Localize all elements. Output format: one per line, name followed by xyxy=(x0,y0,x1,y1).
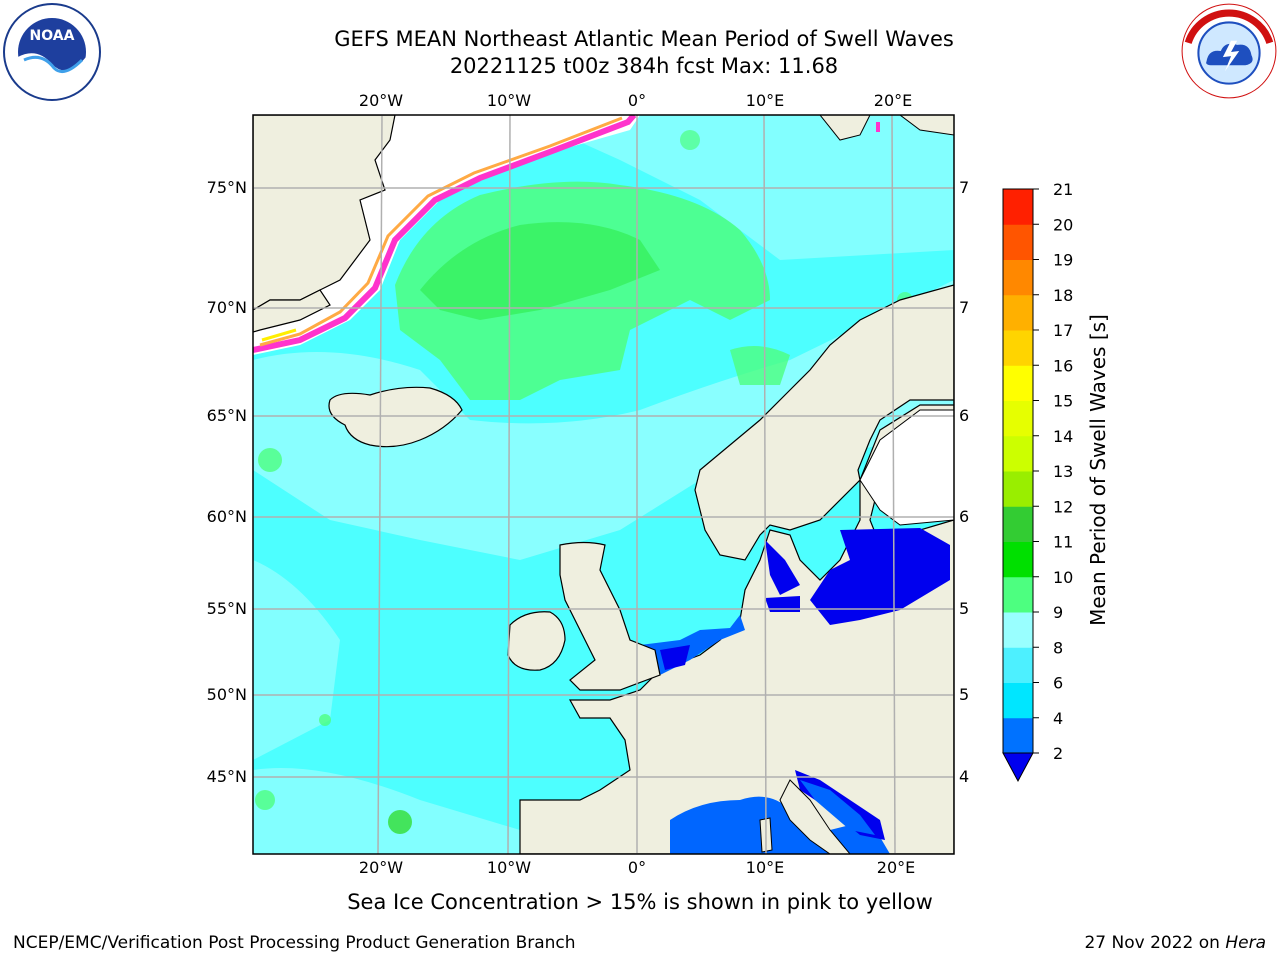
colorbar-tick-label: 11 xyxy=(1053,533,1073,552)
iceland-land xyxy=(328,386,463,448)
colorbar-tick-label: 20 xyxy=(1053,215,1073,234)
footer-host: Hera xyxy=(1225,933,1266,953)
colorbar-tick-label: 9 xyxy=(1053,603,1063,622)
colorbar-segment xyxy=(1003,612,1033,648)
footer-date-text: 27 Nov 2022 on xyxy=(1084,933,1226,953)
colorbar-segment xyxy=(1003,365,1033,401)
baltic-sea xyxy=(810,528,950,625)
lon-label-top-20w: 20°W xyxy=(359,91,403,110)
lon-label-bottom-10e: 10°E xyxy=(746,858,784,875)
graticule xyxy=(253,115,954,854)
lat-label-right-75n: 75°N xyxy=(959,178,970,197)
colorbar-tick-label: 8 xyxy=(1053,638,1063,657)
nws-logo-icon xyxy=(1180,2,1278,100)
colorbar: 2 4 6 8 9 10 11 12 13 14 15 16 17 18 19 20 21 Mean Perio… xyxy=(1002,180,1110,783)
lon-label-bottom-0: 0° xyxy=(628,858,646,875)
colorbar-tick-label: 12 xyxy=(1053,497,1073,516)
colorbar-tick-label: 4 xyxy=(1053,709,1063,728)
chart-title: GEFS MEAN Northeast Atlantic Mean Period… xyxy=(334,27,954,51)
map-frame xyxy=(252,114,955,855)
noaa-logo-icon: NOAA xyxy=(3,3,101,101)
lat-label-right-70n: 70°N xyxy=(959,298,970,317)
colorbar-segment xyxy=(1003,471,1033,507)
colorbar-tick-label: 21 xyxy=(1053,180,1073,199)
lat-label-left-70n: 70°N xyxy=(207,298,247,317)
colorbar-segment xyxy=(1003,435,1033,472)
colorbar-segment xyxy=(1003,541,1033,578)
colorbar-segment xyxy=(1003,717,1033,754)
footer-date: 27 Nov 2022 on Hera xyxy=(1084,933,1266,953)
colorbar-segment xyxy=(1003,189,1033,225)
lat-label-left-50n: 50°N xyxy=(207,685,247,704)
lat-label-right-50n: 50°N xyxy=(959,685,970,704)
colorbar-tick-label: 6 xyxy=(1053,674,1063,693)
colorbar-tick-label: 19 xyxy=(1053,251,1073,270)
lon-label-bottom-20w: 20°W xyxy=(359,858,403,875)
noaa-logo-text: NOAA xyxy=(30,28,75,44)
colorbar-under-triangle xyxy=(1002,752,1034,783)
lat-label-right-60n: 60°N xyxy=(959,507,970,526)
colorbar-label: Mean Period of Swell Waves [s] xyxy=(1086,314,1110,626)
colorbar-tick-label: 17 xyxy=(1053,321,1073,340)
lat-label-right-45n: 45°N xyxy=(959,767,970,786)
lat-label-left-60n: 60°N xyxy=(207,507,247,526)
colorbar-segment xyxy=(1003,576,1033,613)
colorbar-tick-label: 15 xyxy=(1053,392,1073,411)
colorbar-tick-label: 18 xyxy=(1053,286,1073,305)
ireland-land xyxy=(507,611,566,671)
colorbar-segment xyxy=(1003,682,1033,719)
footer-credit: NCEP/EMC/Verification Post Processing Pr… xyxy=(13,933,576,953)
colorbar-segment xyxy=(1003,506,1033,542)
colorbar-segment xyxy=(1003,294,1033,331)
lat-label-right-55n: 55°N xyxy=(959,599,970,618)
colorbar-tick-label: 2 xyxy=(1053,744,1063,763)
lat-label-left-65n: 65°N xyxy=(207,406,247,425)
colorbar-segment xyxy=(1003,224,1033,260)
lon-label-top-10w: 10°W xyxy=(487,91,531,110)
lat-label-right-65n: 65°N xyxy=(959,406,970,425)
chart-subtitle: 20221125 t00z 384h fcst Max: 11.68 xyxy=(449,54,839,78)
lon-label-top-10e: 10°E xyxy=(746,91,784,110)
colorbar-tick-label: 14 xyxy=(1053,427,1073,446)
colorbar-segment xyxy=(1003,647,1033,683)
colorbar-segment xyxy=(1003,400,1033,437)
colorbar-segments xyxy=(1002,188,1034,783)
lon-label-bottom-20e: 20°E xyxy=(877,858,915,875)
colorbar-tick-label: 16 xyxy=(1053,356,1073,375)
norway-sweden-land xyxy=(694,284,954,561)
lon-label-top-0: 0° xyxy=(628,91,646,110)
colorbar-segment xyxy=(1003,330,1033,366)
great-britain-land xyxy=(559,541,661,691)
colorbar-tick-label: 13 xyxy=(1053,462,1073,481)
colorbar-segment xyxy=(1003,259,1033,296)
lat-label-left-75n: 75°N xyxy=(207,178,247,197)
colorbar-tick-label: 10 xyxy=(1053,568,1073,587)
lon-label-bottom-10w: 10°W xyxy=(487,858,531,875)
sea-ice-note: Sea Ice Concentration > 15% is shown in … xyxy=(347,890,933,914)
lat-label-left-55n: 55°N xyxy=(207,599,247,618)
colorbar-ticks: 2 4 6 8 9 10 11 12 13 14 15 16 17 18 19 20 21 xyxy=(1033,180,1073,763)
sea-ice-edge xyxy=(253,115,637,353)
lat-label-left-45n: 45°N xyxy=(207,767,247,786)
lon-label-top-20e: 20°E xyxy=(874,91,912,110)
swell-period-map: 20°W 10°W 0° 10°E 20°E 20°W 10°W 0° 10°E… xyxy=(207,91,970,875)
